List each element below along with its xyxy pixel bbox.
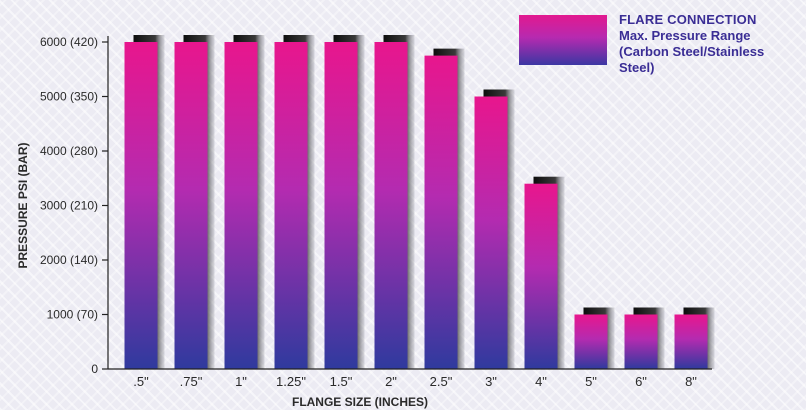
bar <box>124 42 158 369</box>
x-tick-label: 1.5" <box>330 374 353 389</box>
legend-swatch <box>519 15 607 65</box>
x-tick-label: 1" <box>235 374 247 389</box>
y-tick-label: 6000 (420) <box>40 35 98 49</box>
x-tick-label: .5" <box>133 374 149 389</box>
legend-text: FLARE CONNECTION Max. Pressure Range (Ca… <box>619 12 764 76</box>
x-tick-label: 2.5" <box>430 374 453 389</box>
x-tick-label: 3" <box>485 374 497 389</box>
bar <box>224 42 258 369</box>
bar <box>524 183 558 369</box>
bar <box>324 42 358 369</box>
x-tick-label: 4" <box>535 374 547 389</box>
y-tick-label: 2000 (140) <box>40 253 98 267</box>
x-tick-label: 8" <box>685 374 697 389</box>
y-tick-label: 5000 (350) <box>40 90 98 104</box>
x-tick-label: 5" <box>585 374 597 389</box>
legend-line-1: Max. Pressure Range <box>619 28 751 43</box>
bar <box>574 314 608 369</box>
bar <box>174 42 208 369</box>
legend: FLARE CONNECTION Max. Pressure Range (Ca… <box>519 12 799 92</box>
bar <box>624 314 658 369</box>
legend-line-3: Steel) <box>619 60 655 75</box>
bar <box>474 96 508 369</box>
y-axis-title: PRESSURE PSI (BAR) <box>16 142 30 268</box>
y-tick-label: 1000 (70) <box>47 308 98 322</box>
bar <box>274 42 308 369</box>
x-tick-label: 2" <box>385 374 397 389</box>
bar <box>674 314 708 369</box>
legend-line-2: (Carbon Steel/Stainless <box>619 44 765 59</box>
y-tick-label: 3000 (210) <box>40 199 98 213</box>
y-tick-label: 4000 (280) <box>40 144 98 158</box>
legend-title: FLARE CONNECTION <box>619 12 757 27</box>
x-axis-title: FLANGE SIZE (INCHES) <box>292 395 428 409</box>
bar <box>424 55 458 369</box>
y-tick-label: 0 <box>91 362 98 376</box>
x-tick-label: .75" <box>180 374 203 389</box>
bar <box>374 42 408 369</box>
x-tick-label: 6" <box>635 374 647 389</box>
x-tick-label: 1.25" <box>276 374 306 389</box>
